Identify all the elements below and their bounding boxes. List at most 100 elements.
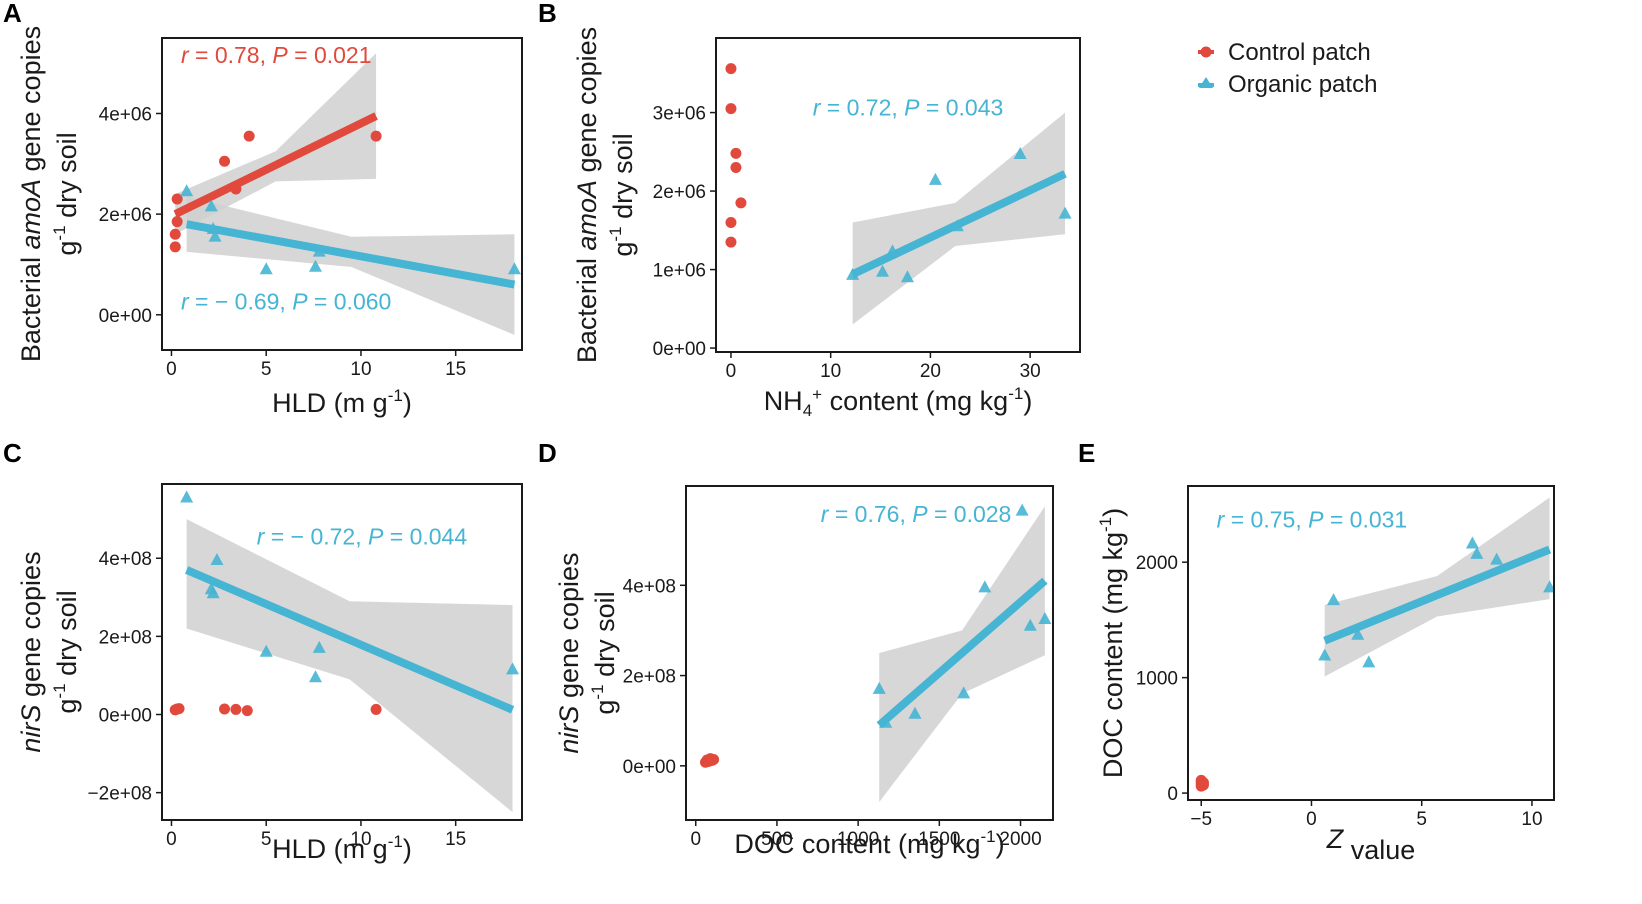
x-axis-title-tail: ) [996,829,1005,859]
stat-r-symbol: r [181,289,190,315]
data-point-organic [1351,627,1365,640]
plot-content [169,490,520,813]
data-point-control [169,241,181,253]
y-axis-title-part: -1 [588,684,607,699]
data-point-organic [950,219,964,232]
data-point-organic [312,244,326,257]
data-point-control [173,703,185,715]
y-axis-title-line: nirS gene copies [16,551,46,752]
y-axis-title-part: amoA [572,180,602,251]
correlation-annotation: r = − 0.69, P = 0.060 [181,289,391,315]
x-axis-title-tail: ) [403,834,412,864]
stat-p-symbol: P [912,501,928,527]
data-point-control [171,193,183,205]
stat-r-value: 0.72 [847,95,892,121]
y-axis-title-line: nirS gene copies [554,552,584,753]
y-axis-title-part: -1 [50,225,69,240]
legend-label: Control patch [1228,39,1371,66]
stat-p-value: 0.028 [954,501,1012,527]
stat-p-symbol: P [904,95,920,121]
y-axis-title-line: g-1 dry soil [606,133,638,256]
y-tick-label: 2000 [1136,553,1178,574]
data-point-organic [928,172,942,185]
data-point-control [730,147,742,159]
stat-r-value: 0.75 [1251,507,1296,533]
y-tick-label: 2e+06 [653,182,706,203]
x-tick-label: 15 [445,359,466,380]
regression-line-organic [185,220,516,289]
x-axis-title: NH4+ content (mg kg-1) [764,384,1033,420]
data-point-organic [1465,536,1479,549]
legend-item-control: Control patch [1198,39,1371,66]
confidence-band-organic [1324,497,1550,677]
stat-p-symbol: P [272,42,288,68]
stat-equals: = [189,42,215,68]
data-point-control [725,236,737,248]
data-point-organic [312,640,326,653]
y-axis-title-part: g [608,242,638,257]
stat-equals: = [928,501,954,527]
x-tick-label: 1000 [837,829,879,850]
y-tick-label: 2e+08 [99,627,152,648]
data-point-control [370,703,382,715]
stat-sep: , [899,501,912,527]
plot-frame [161,483,523,821]
x-axis-title: HLD (m g-1) [272,832,412,864]
plot-content [725,63,1072,325]
data-point-control [725,63,737,75]
plot-content [169,53,521,335]
data-point-organic [259,262,273,275]
stat-p-value: 0.031 [1350,507,1408,533]
y-tick-label: 2e+08 [623,667,676,688]
stat-r-symbol: r [181,42,190,68]
x-tick-label: 10 [820,361,841,382]
x-axis-title-tail: content (mg kg [822,386,1008,416]
x-tick-label: 0 [166,829,177,850]
y-axis-title-part: DOC content (mg kg [1098,532,1128,778]
panel-b: B 0 10 20 30 0e+00 1e+06 2e+06 3e+06 NH4+ content… [538,0,1081,420]
x-tick-label: 30 [1020,361,1041,382]
data-point-organic [204,199,218,212]
y-axis-title-part: gene copies [16,26,46,179]
regression-line-control [173,112,378,218]
correlation-annotation: r = 0.78, P = 0.021 [181,42,372,68]
y-axis-title-part: -1 [1096,517,1115,532]
panel-letter: C [3,438,22,468]
data-point-organic [507,262,521,275]
stat-p-value: 0.043 [946,95,1004,121]
stat-r-value: 0.78 [215,42,260,68]
x-tick-label: 20 [920,361,941,382]
y-tick-label: 0e+00 [623,757,676,778]
data-point-control [725,216,737,228]
y-tick-label: 2e+06 [99,205,152,226]
x-axis-title-sup2: -1 [1008,384,1023,403]
x-tick-label: 0 [1306,809,1317,830]
plot-content [1195,497,1553,792]
data-point-control [243,130,255,142]
y-tick-label: 4e+08 [99,549,152,570]
data-point-organic [846,267,860,280]
data-point-organic [876,264,890,277]
stat-r-symbol: r [813,95,822,121]
data-point-organic [1327,593,1341,606]
stat-r-symbol: r [1217,507,1226,533]
data-point-organic [886,244,900,257]
data-point-organic [206,222,220,235]
stat-p-value: 0.044 [410,524,468,550]
data-point-organic [308,670,322,683]
x-axis-title-text: HLD (m g [272,834,388,864]
y-axis-title-line: Bacterial amoA gene copies [572,27,602,363]
x-tick-label: 5 [261,359,272,380]
y-axis-title-line: Bacterial amoA gene copies [16,26,46,362]
y-axis-title-part: dry soil [590,591,620,684]
legend-triangle-key [1199,77,1213,88]
data-point-organic [1543,580,1553,593]
y-axis-title-part: dry soil [52,132,82,225]
data-point-control [735,197,747,209]
regression-line-organic [185,566,515,714]
x-tick-label: 15 [445,829,466,850]
x-axis-title-sup: -1 [388,832,403,851]
y-axis-title-line: g-1 dry soil [50,590,82,713]
